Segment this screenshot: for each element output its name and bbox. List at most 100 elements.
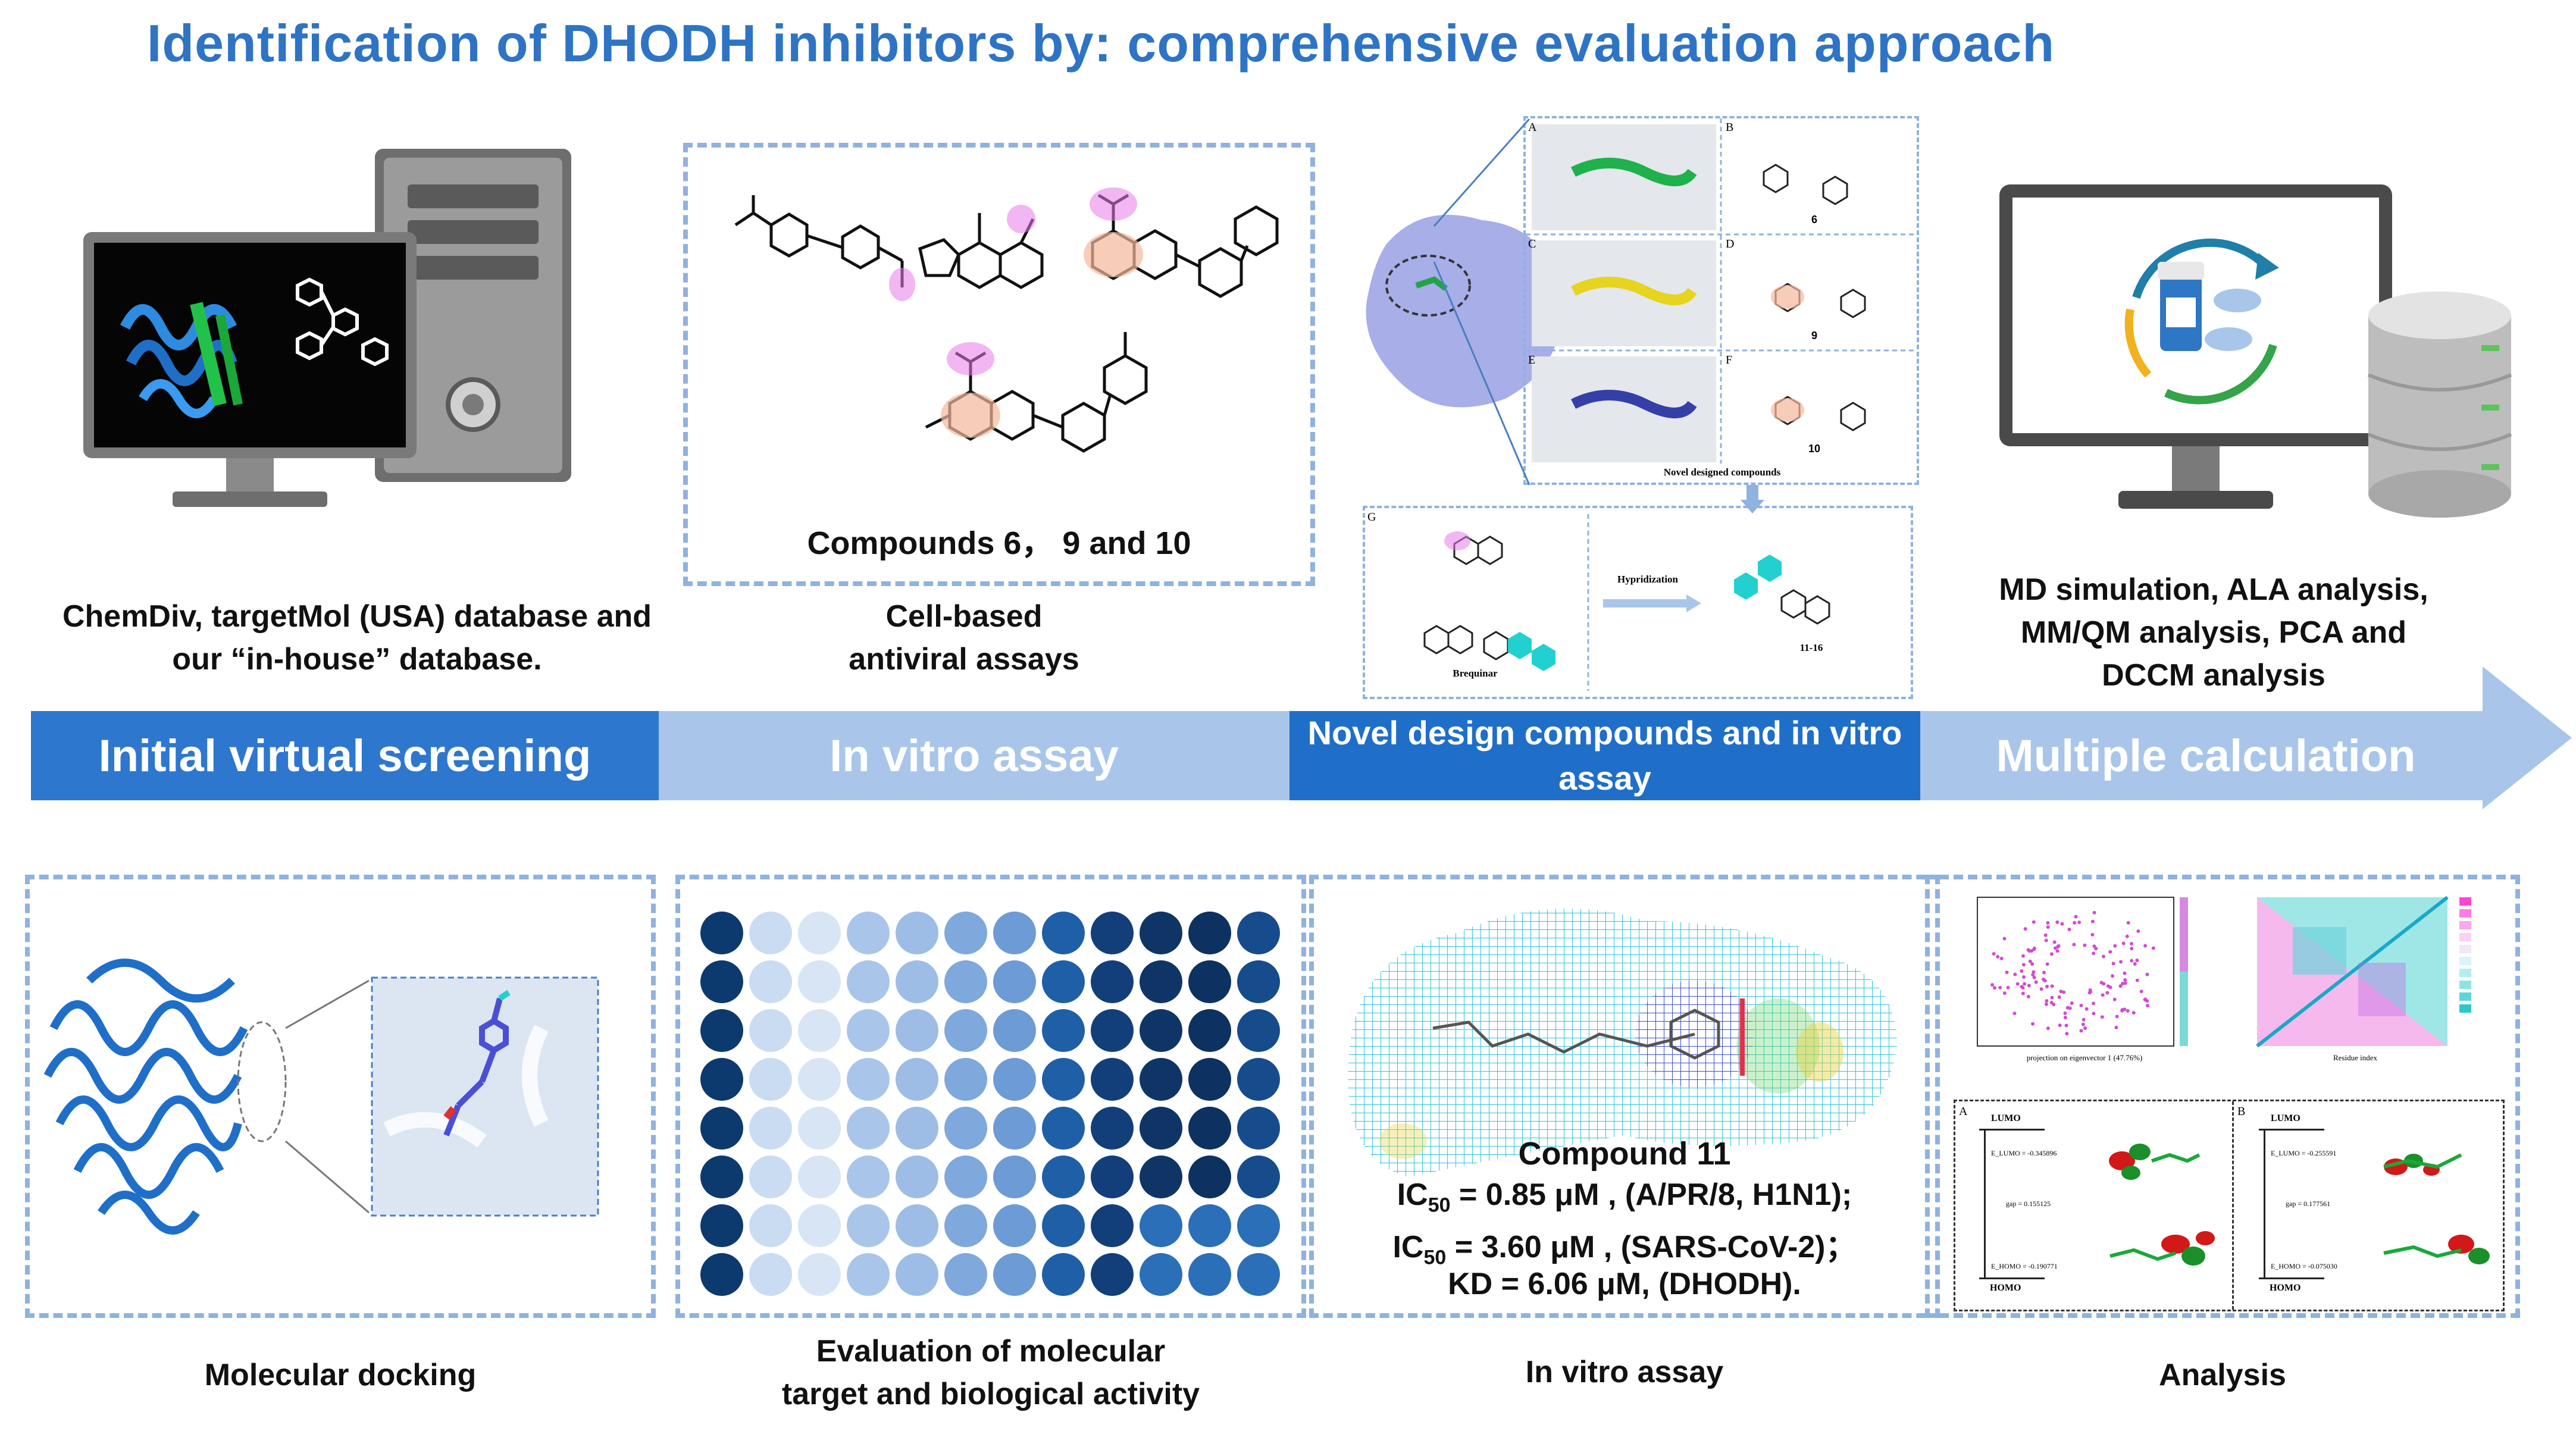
- pca-point: [2092, 1001, 2096, 1006]
- pca-point: [2032, 970, 2036, 974]
- hybridization-panel: G Hypridization Brequinar 11-16: [1363, 506, 1913, 699]
- pca-point: [2022, 975, 2026, 979]
- activity-dot: [1188, 960, 1231, 1003]
- pca-point: [2059, 990, 2063, 994]
- pca-point: [2052, 940, 2057, 944]
- activity-dot: [993, 960, 1036, 1003]
- pca-plot: [1977, 897, 2188, 1047]
- pca-point: [2143, 944, 2148, 948]
- activity-dot: [1237, 1253, 1280, 1296]
- dccm-xlabel: Residue index: [2333, 1053, 2377, 1062]
- activity-dot: [896, 960, 938, 1003]
- pca-point: [2100, 1015, 2104, 1019]
- ic50-prefix-1: IC: [1397, 1178, 1428, 1212]
- activity-dot: [1091, 1009, 1134, 1052]
- pca-point: [2079, 1003, 2083, 1007]
- pca-point: [2115, 1014, 2119, 1019]
- pca-point: [2120, 1008, 2124, 1012]
- pca-point: [2057, 944, 2061, 948]
- pca-point: [2118, 984, 2123, 988]
- stage-novel-design: Novel design compounds and in vitro assa…: [1307, 714, 1902, 797]
- activity-dot: [700, 1107, 743, 1150]
- activity-dot: [798, 912, 841, 954]
- lumo-level-a: [1979, 1129, 2045, 1131]
- pca-point: [2005, 970, 2009, 975]
- pca-point: [2023, 982, 2027, 986]
- pca-point: [2136, 929, 2140, 933]
- pca-point: [2055, 920, 2059, 924]
- activity-dot: [896, 1253, 938, 1296]
- stage-arrow: Initial virtual screening In vitro assay…: [31, 666, 2572, 809]
- analysis-caption: Analysis: [2159, 1358, 2286, 1392]
- activity-dot: [798, 1058, 841, 1101]
- activity-dot: [1140, 1204, 1182, 1247]
- pca-point: [2039, 987, 2043, 991]
- compound-structures: [734, 187, 1279, 453]
- docking-caption: Molecular docking: [204, 1358, 477, 1392]
- activity-dot: [1237, 1009, 1280, 1052]
- activity-dot: [749, 1009, 792, 1052]
- activity-dot: [1188, 1204, 1231, 1247]
- activity-dot: [749, 1204, 792, 1247]
- pca-point: [2020, 969, 2024, 973]
- pca-point: [2073, 920, 2077, 925]
- activity-dot: [1091, 1107, 1134, 1150]
- pca-point: [2102, 954, 2106, 959]
- activity-dot: [847, 912, 890, 954]
- orbital-b-ehomo: E_HOMO = -0.075030: [2271, 1262, 2337, 1270]
- pca-point: [2063, 1016, 2067, 1020]
- pca-point: [2081, 1022, 2085, 1026]
- activity-dot: [798, 1204, 841, 1247]
- protein-cartoon-icon: [43, 959, 248, 1235]
- evaluation-caption-line2: target and biological activity: [781, 1377, 1200, 1411]
- activity-dot: [944, 1156, 987, 1198]
- panel-d-label: D: [1726, 237, 1735, 250]
- evaluation-panel: [675, 875, 1306, 1318]
- activity-dot: [1042, 1253, 1085, 1296]
- page-title: Identification of DHODH inhibitors by: c…: [146, 14, 2055, 73]
- compound-range-label: 11-16: [1799, 642, 1823, 653]
- pca-point: [2063, 1011, 2067, 1015]
- activity-dot: [1091, 1253, 1134, 1296]
- lumo-level-b: [2259, 1129, 2324, 1131]
- activity-dot: [1140, 1156, 1182, 1198]
- pca-point: [2090, 919, 2095, 923]
- pca-point: [2092, 1012, 2096, 1016]
- pca-point: [2123, 978, 2127, 982]
- assay-caption-line2: antiviral assays: [849, 642, 1079, 677]
- activity-dot: [847, 1058, 890, 1101]
- pca-point: [2102, 982, 2106, 986]
- pca-point: [2083, 943, 2087, 947]
- pca-point: [2049, 952, 2054, 956]
- compound-10-label: 10: [1808, 443, 1821, 455]
- panel-c-label: C: [1528, 237, 1536, 250]
- orbital-a-elumo: E_LUMO = -0.345896: [1991, 1149, 2057, 1157]
- activity-dot: [1140, 1107, 1182, 1150]
- activity-dot: [1188, 912, 1231, 954]
- activity-dot: [1188, 1253, 1231, 1296]
- pca-point: [2126, 920, 2130, 925]
- activity-dot: [1140, 912, 1182, 954]
- docking-panel: [25, 875, 656, 1318]
- compound-9-label: 9: [1811, 330, 1818, 342]
- pca-point: [2032, 947, 2036, 951]
- orbital-b-isosurfaces: [2383, 1153, 2490, 1264]
- stage-multiple-calculation: Multiple calculation: [1996, 730, 2416, 781]
- pca-point: [2082, 1017, 2086, 1022]
- activity-dot: [1237, 912, 1280, 954]
- pca-point: [2067, 928, 2071, 932]
- pca-point: [2058, 1023, 2062, 1028]
- activity-dot: [1140, 960, 1182, 1003]
- ic50-value-2: = 3.60 μM , (SARS-CoV-2)；: [1446, 1230, 1857, 1264]
- pca-point: [2084, 1007, 2089, 1011]
- pca-point: [2015, 982, 2020, 986]
- protein-surface: [1351, 196, 1577, 422]
- assay-caption: Cell-based antiviral assays: [750, 595, 1178, 681]
- pca-point: [2121, 981, 2125, 985]
- activity-dot: [1091, 1156, 1134, 1198]
- activity-dot: [1140, 1009, 1182, 1052]
- pca-point: [2123, 971, 2127, 975]
- pca-point: [2021, 986, 2025, 990]
- pca-point: [2112, 997, 2117, 1001]
- pca-point: [2130, 959, 2134, 963]
